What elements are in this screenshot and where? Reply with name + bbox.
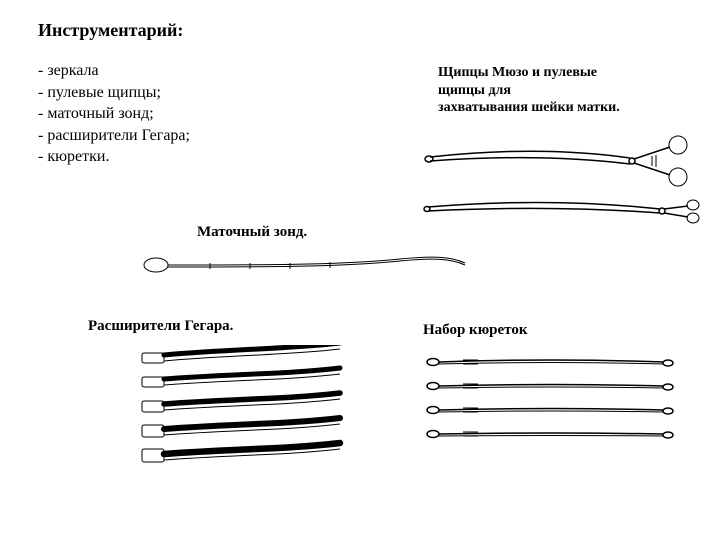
- dilators-illustration: [130, 345, 360, 485]
- sond-caption: Маточный зонд.: [197, 224, 307, 241]
- list-item: - пулевые щипцы;: [38, 82, 190, 104]
- curettes-illustration: [423, 350, 683, 470]
- list-item: - расширители Гегара;: [38, 125, 190, 147]
- forceps-illustration: [420, 135, 700, 235]
- sond-illustration: [140, 245, 470, 285]
- dilators-caption: Расширители Гегара.: [88, 318, 233, 335]
- instrument-list: - зеркала - пулевые щипцы; - маточный зо…: [38, 60, 190, 168]
- list-item: - зеркала: [38, 60, 190, 82]
- forceps-caption: Щипцы Мюзо и пулевые щипцы для захватыва…: [438, 64, 620, 117]
- page-title: Инструментарий:: [38, 20, 183, 41]
- list-item: - кюретки.: [38, 146, 190, 168]
- list-item: - маточный зонд;: [38, 103, 190, 125]
- curettes-caption: Набор кюреток: [423, 322, 527, 339]
